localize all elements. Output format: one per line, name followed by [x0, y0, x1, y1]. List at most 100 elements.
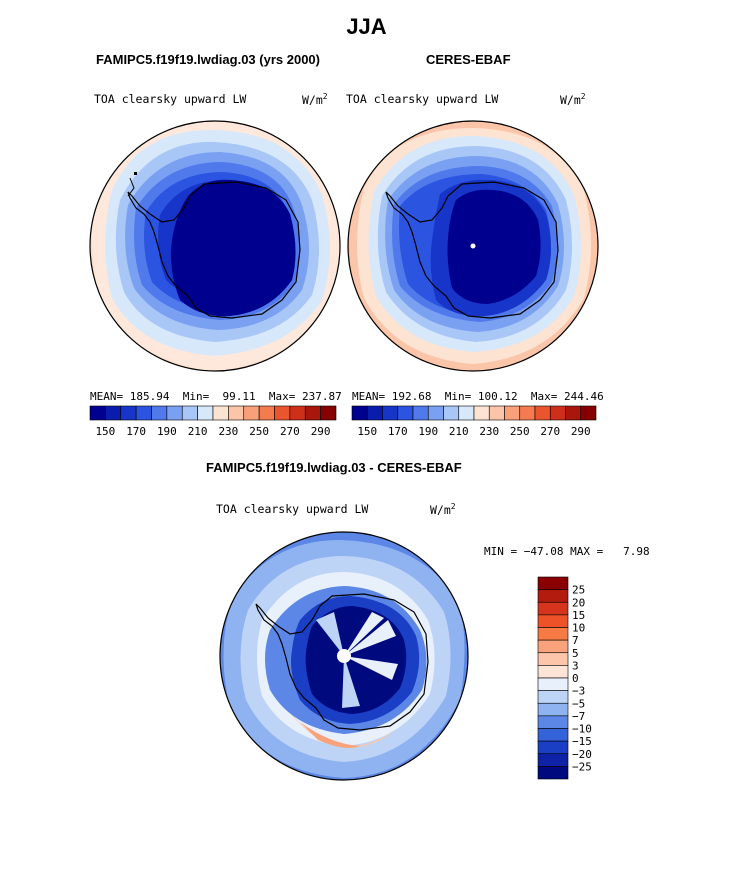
colorbar-model-swatch — [151, 405, 168, 421]
colorbar-diff-swatch — [537, 665, 569, 679]
colorbar-obs-tick-label: 170 — [388, 425, 408, 438]
colorbar-obs-swatch — [351, 405, 368, 421]
colorbar-diff-tick-label: −20 — [572, 748, 592, 761]
colorbar-diff-swatch — [537, 702, 569, 717]
colorbar-diff-swatch — [537, 728, 569, 742]
colorbar-diff-tick-label: 15 — [572, 609, 585, 622]
colorbar-model-swatch — [135, 405, 152, 421]
colorbar-model-tick-label: 190 — [157, 425, 177, 438]
colorbar-obs-swatch — [504, 405, 521, 421]
colorbar-model-swatch — [258, 405, 275, 421]
map-model-border — [89, 120, 341, 372]
colorbar-model-tick-label: 170 — [126, 425, 146, 438]
colorbar-model-swatch — [197, 405, 214, 421]
colorbar-model-tick-label: 290 — [311, 425, 331, 438]
page-title: JJA — [346, 14, 387, 39]
colorbar-diff-swatch — [537, 589, 569, 603]
colorbar-model-swatch — [320, 405, 337, 421]
colorbar-diff-tick-label: −7 — [572, 710, 585, 723]
colorbar-diff-tick-label: 0 — [572, 672, 579, 685]
colorbar-diff-tick-label: −15 — [572, 735, 592, 748]
colorbar-obs-swatch — [397, 405, 414, 421]
colorbar-model-tick-label: 270 — [280, 425, 300, 438]
colorbar-obs-tick-label: 250 — [510, 425, 530, 438]
map-diff — [219, 531, 469, 781]
colorbar-diff-swatch — [537, 652, 569, 666]
colorbar-obs-swatch — [382, 405, 399, 421]
colorbar-obs-swatch — [565, 405, 582, 421]
colorbar-diff-swatch — [537, 753, 569, 767]
colorbar-diff-swatch — [537, 627, 569, 641]
panel-model-title: TOA clearsky upward LW — [94, 92, 247, 106]
colorbar-obs-swatch — [519, 405, 536, 421]
colorbar-diff-tick-label: −10 — [572, 723, 592, 736]
colorbar-obs-swatch — [549, 405, 566, 421]
colorbar-model-tick-label: 210 — [188, 425, 208, 438]
colorbar-diff-swatch — [537, 715, 569, 729]
colorbar-diff-swatch — [537, 614, 569, 628]
colorbar-model-tick-label: 250 — [249, 425, 269, 438]
colorbar-diff-tick-label: 10 — [572, 622, 585, 635]
panel-diff-title: TOA clearsky upward LW — [216, 502, 369, 516]
colorbar-model-swatch — [89, 405, 106, 421]
colorbar-obs-tick-label: 290 — [571, 425, 591, 438]
panel-model-subtitle: FAMIPC5.f19f19.lwdiag.03 (yrs 2000) — [96, 52, 320, 67]
colorbar-diff-tick-label: 25 — [572, 584, 585, 597]
map-model — [89, 120, 341, 372]
colorbar-obs-tick-label: 150 — [357, 425, 377, 438]
colorbar-diff-swatch — [537, 690, 569, 704]
colorbar-model-swatch — [166, 405, 183, 421]
colorbar-diff-swatch — [537, 766, 569, 780]
colorbar-diff-tick-label: 3 — [572, 659, 579, 672]
colorbar-diff-tick-label: −5 — [572, 697, 585, 710]
colorbar-obs-swatch — [488, 405, 505, 421]
colorbar-model-tick-label: 150 — [95, 425, 115, 438]
colorbar-obs: 150 170 190 210 230 250 270 290 — [351, 405, 597, 438]
colorbar-obs-tick-label: 210 — [449, 425, 469, 438]
map-obs — [347, 120, 599, 372]
panel-obs-units: W/m2 — [560, 92, 586, 107]
colorbar-obs-swatch — [443, 405, 460, 421]
colorbar-model-swatch — [289, 405, 306, 421]
panel-obs-title: TOA clearsky upward LW — [346, 92, 499, 106]
colorbar-diff-tick-label: 20 — [572, 596, 585, 609]
colorbar-obs-tick-label: 190 — [418, 425, 438, 438]
colorbar-obs-swatch — [580, 405, 597, 421]
panel-model-stats: MEAN= 185.94 Min= 99.11 Max= 237.87 — [90, 390, 342, 403]
colorbar-diff-swatch — [537, 576, 569, 590]
colorbar-model-swatch — [304, 405, 321, 421]
colorbar-model-swatch — [212, 405, 229, 421]
colorbar-obs-swatch — [458, 405, 475, 421]
colorbar-obs-tick-label: 270 — [540, 425, 560, 438]
colorbar-model-swatch — [228, 405, 245, 421]
colorbar-model-tick-label: 230 — [218, 425, 238, 438]
colorbar-diff-tick-label: −3 — [572, 685, 585, 698]
colorbar-diff-swatch — [537, 639, 569, 654]
colorbar-diff-swatch — [537, 601, 569, 616]
panel-diff-minmax: MIN = −47.08 MAX = 7.98 — [484, 545, 650, 558]
colorbar-obs-swatch — [412, 405, 429, 421]
colorbar-diff-tick-label: −25 — [572, 760, 592, 773]
panel-diff-units: W/m2 — [430, 502, 456, 517]
colorbar-model-swatch — [181, 405, 198, 421]
colorbar-obs-tick-label: 230 — [479, 425, 499, 438]
panel-diff-subtitle: FAMIPC5.f19f19.lwdiag.03 - CERES-EBAF — [206, 460, 462, 475]
colorbar-obs-swatch — [366, 405, 383, 421]
colorbar-model: 150 170 190 210 230 250 270 290 — [89, 405, 337, 438]
panel-obs-subtitle: CERES-EBAF — [426, 52, 511, 67]
panel-model-units: W/m2 — [302, 92, 328, 107]
colorbar-obs-swatch — [427, 405, 444, 421]
colorbar-diff-swatch — [537, 677, 569, 691]
colorbar-model-swatch — [274, 405, 291, 421]
colorbar-diff-tick-label: 7 — [572, 634, 579, 647]
colorbar-model-swatch — [120, 405, 137, 421]
colorbar-model-swatch — [105, 405, 122, 421]
colorbar-model-swatch — [243, 405, 260, 421]
map-obs-border — [347, 120, 599, 372]
colorbar-obs-swatch — [534, 405, 551, 421]
colorbar-diff-tick-label: 5 — [572, 647, 579, 660]
colorbar-diff-swatch — [537, 740, 569, 755]
map-diff-border — [219, 531, 469, 781]
